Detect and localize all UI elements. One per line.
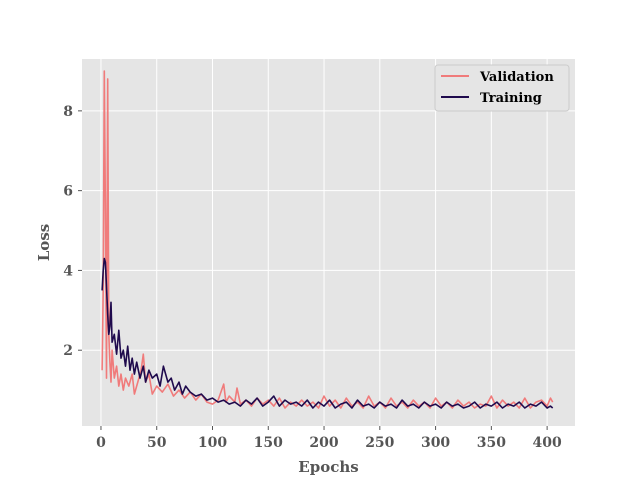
series-lines (101, 70, 554, 409)
x-tick-label: 300 (421, 435, 450, 451)
x-tick-label: 200 (309, 435, 338, 451)
x-axis-label: Epochs (298, 458, 358, 476)
x-axis-ticks: 0 50 100 150 200 250 300 350 400 (96, 426, 562, 451)
y-tick-label: 4 (63, 263, 73, 279)
y-axis-label: Loss (35, 224, 53, 261)
x-tick-label: 150 (254, 435, 283, 451)
legend-label-validation: Validation (479, 70, 554, 85)
series-line-training (101, 257, 554, 409)
x-tick-label: 0 (96, 435, 106, 451)
plot-area (82, 59, 575, 426)
y-tick-label: 2 (63, 343, 73, 359)
x-tick-label: 250 (365, 435, 394, 451)
x-tick-label: 350 (477, 435, 506, 451)
x-tick-label: 100 (198, 435, 227, 451)
y-axis-ticks: 2 4 6 8 (63, 104, 82, 359)
x-tick-label: 50 (147, 435, 167, 451)
y-tick-label: 8 (63, 104, 73, 120)
legend-label-training: Training (480, 91, 542, 106)
legend: Validation Training (434, 64, 570, 112)
x-tick-label: 400 (532, 435, 561, 451)
y-tick-label: 6 (63, 184, 73, 200)
